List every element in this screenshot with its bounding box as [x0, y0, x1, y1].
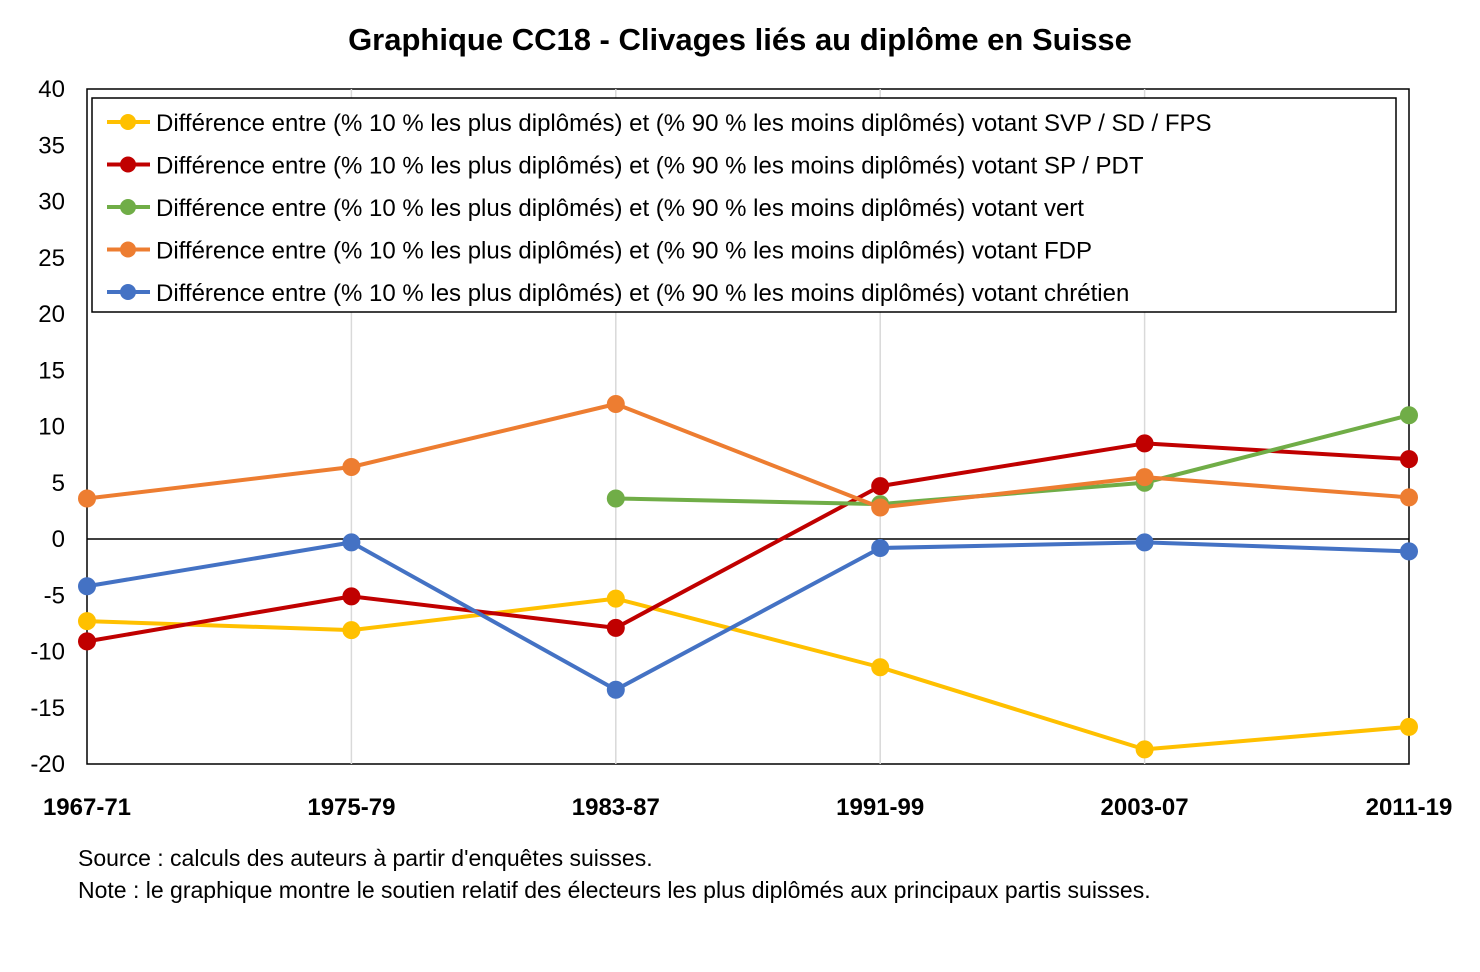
x-tick-label: 1967-71: [43, 794, 131, 821]
chart-title: Graphique CC18 - Clivages liés au diplôm…: [348, 22, 1132, 57]
data-point: [1400, 488, 1418, 507]
legend-item: Différence entre (% 10 % les plus diplôm…: [107, 280, 1129, 307]
data-point: [1400, 406, 1418, 425]
legend-marker: [120, 199, 136, 215]
series-4: [78, 395, 1418, 517]
data-point: [342, 533, 361, 552]
series-line: [86, 540, 1410, 692]
data-point: [1400, 542, 1418, 561]
source-note: Source : calculs des auteurs à partir d'…: [78, 845, 653, 871]
legend-item: Différence entre (% 10 % les plus diplôm…: [107, 153, 1144, 180]
y-tick-label: 35: [38, 132, 65, 159]
legend-label: Différence entre (% 10 % les plus diplôm…: [156, 110, 1212, 137]
data-point: [606, 395, 625, 413]
data-point: [606, 489, 625, 508]
data-point: [1400, 717, 1418, 736]
data-point: [1135, 533, 1154, 552]
y-tick-label: 30: [38, 189, 65, 216]
legend-marker: [120, 114, 136, 130]
data-point: [78, 612, 96, 631]
series-line: [86, 441, 1410, 644]
data-point: [871, 658, 890, 677]
legend-item: Différence entre (% 10 % les plus diplôm…: [107, 110, 1212, 137]
series-line: [86, 402, 1410, 510]
x-tick-label: 1975-79: [307, 794, 395, 821]
data-point: [342, 587, 361, 606]
legend-label: Différence entre (% 10 % les plus diplôm…: [156, 238, 1092, 265]
legend-marker: [120, 156, 136, 173]
y-tick-label: 25: [38, 245, 65, 272]
data-point: [1135, 740, 1154, 759]
y-tick-label: 20: [38, 301, 65, 328]
y-tick-label: -10: [30, 639, 65, 666]
x-tick-label: 2011-19: [1366, 794, 1453, 821]
x-tick-label: 2003-07: [1101, 794, 1189, 821]
legend-box: [91, 97, 1397, 313]
y-tick-label: -20: [30, 751, 65, 778]
data-point: [78, 632, 96, 651]
legend-label: Différence entre (% 10 % les plus diplôm…: [156, 195, 1084, 222]
data-point: [1135, 434, 1154, 453]
data-point: [1400, 450, 1418, 469]
data-point: [78, 577, 96, 596]
legend-marker: [120, 241, 136, 258]
y-tick-label: 15: [38, 357, 65, 384]
data-point: [78, 489, 96, 508]
y-tick-label: 40: [38, 76, 65, 103]
footnotes: Source : calculs des auteurs à partir d'…: [78, 842, 1151, 906]
series-1: [78, 589, 1418, 759]
x-tick-label: 1991-99: [836, 794, 924, 821]
data-point: [871, 498, 890, 517]
legend-item: Différence entre (% 10 % les plus diplôm…: [107, 238, 1092, 265]
y-tick-label: -5: [44, 582, 65, 609]
y-tick-label: 5: [52, 470, 65, 497]
data-point: [606, 680, 625, 699]
data-point: [342, 458, 361, 476]
legend-label: Différence entre (% 10 % les plus diplôm…: [156, 153, 1144, 180]
y-tick-label: 0: [52, 526, 65, 553]
data-point: [606, 618, 625, 637]
legend-marker: [120, 284, 136, 300]
legend-item: Différence entre (% 10 % les plus diplôm…: [107, 195, 1084, 222]
data-point: [1135, 468, 1154, 487]
data-point: [871, 477, 890, 496]
data-point: [871, 539, 890, 557]
plot-area-border: [86, 88, 1410, 765]
series-2: [78, 434, 1418, 651]
y-tick-label: 10: [38, 414, 65, 441]
y-tick-label: -15: [30, 695, 65, 722]
legend-label: Différence entre (% 10 % les plus diplôm…: [156, 280, 1129, 307]
series-5: [78, 533, 1418, 699]
data-point: [342, 621, 361, 640]
series-line: [86, 596, 1410, 752]
series-3: [606, 406, 1418, 514]
x-tick-label: 1983-87: [572, 794, 660, 821]
data-point: [606, 589, 625, 608]
method-note: Note : le graphique montre le soutien re…: [78, 877, 1151, 903]
